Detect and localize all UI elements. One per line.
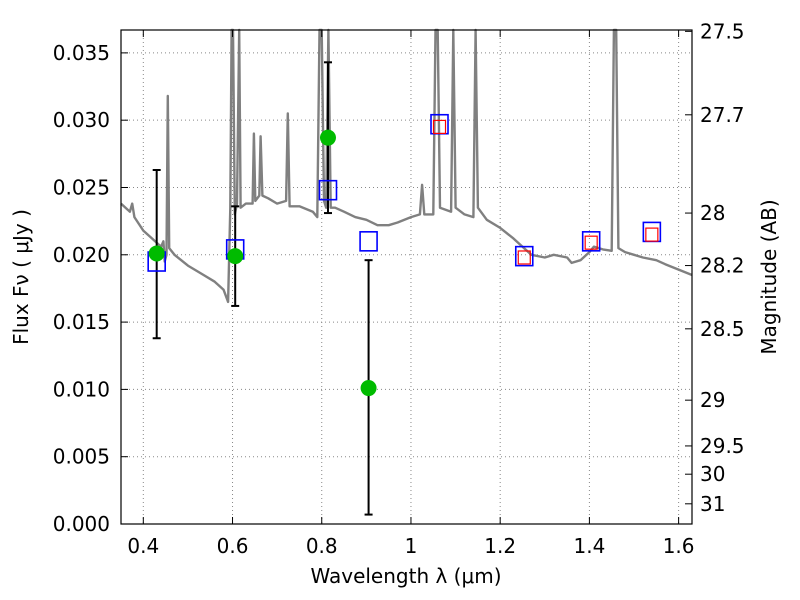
right-tick-label: 29.5 xyxy=(700,434,745,458)
y-tick-label: 0.025 xyxy=(53,175,110,199)
x-tick-label: 0.6 xyxy=(217,534,249,558)
model-inner-marker xyxy=(432,119,447,135)
x-tick-label: 0.8 xyxy=(306,534,338,558)
model-inner-marker xyxy=(517,250,531,265)
model-box-marker xyxy=(514,245,534,267)
y-tick-label: 0.020 xyxy=(53,243,110,267)
right-tick-label: 28.5 xyxy=(700,317,745,341)
marker-layer xyxy=(147,113,662,397)
right-tick-label: 29 xyxy=(700,388,725,412)
right-tick-label: 28 xyxy=(700,201,725,225)
y-tick-label: 0.010 xyxy=(53,377,110,401)
right-tick-label: 30 xyxy=(700,462,725,486)
right-tick-label: 28.2 xyxy=(700,254,745,278)
x-tick-label: 1 xyxy=(405,534,418,558)
sed-line xyxy=(120,28,693,304)
observed-point xyxy=(319,129,336,146)
model-inner-marker xyxy=(645,227,659,242)
y-tick-label: 0.035 xyxy=(53,41,110,65)
right-tick-label: 27.5 xyxy=(700,19,745,43)
errorbar-layer xyxy=(152,61,373,516)
model-inner-marker xyxy=(584,235,598,250)
right-tick-label: 27.7 xyxy=(700,103,745,127)
tick-layer: 0.4 0.6 0.8 1 1.2 1.4 1.6 0.000 0.005 0.010 0.015 0… xyxy=(53,19,745,558)
x-axis-label: Wavelength λ (μm) xyxy=(310,564,501,588)
model-box-marker xyxy=(581,231,601,252)
right-tick-label: 31 xyxy=(700,492,725,516)
x-tick-label: 1.6 xyxy=(663,534,695,558)
observed-point xyxy=(148,245,165,262)
observed-point xyxy=(227,248,244,265)
y-axis-label: Flux Fν ( μJy ) xyxy=(9,209,33,345)
plot-frame xyxy=(120,29,693,525)
y-tick-label: 0.005 xyxy=(53,445,110,469)
model-box-marker xyxy=(359,231,378,252)
y-tick-label: 0.015 xyxy=(53,310,110,334)
x-tick-label: 1.4 xyxy=(573,534,605,558)
y-right-axis-label: Magnitude (AB) xyxy=(757,199,781,354)
y-tick-label: 0.030 xyxy=(53,108,110,132)
y-tick-label: 0.000 xyxy=(53,512,110,536)
model-box-marker xyxy=(318,179,338,201)
x-tick-label: 0.4 xyxy=(127,534,159,558)
sed-layer xyxy=(120,28,693,304)
observed-point xyxy=(360,380,377,397)
x-tick-label: 1.2 xyxy=(484,534,516,558)
